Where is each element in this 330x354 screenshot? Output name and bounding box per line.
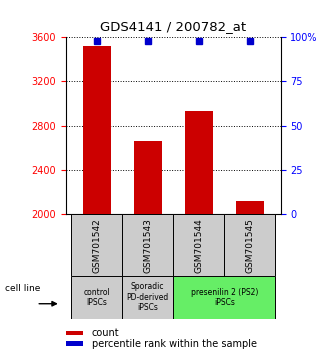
Text: GSM701542: GSM701542 bbox=[92, 218, 101, 273]
Text: GSM701543: GSM701543 bbox=[143, 218, 152, 273]
Bar bbox=[66, 341, 83, 346]
Bar bbox=[134, 141, 162, 214]
Title: GDS4141 / 200782_at: GDS4141 / 200782_at bbox=[100, 20, 246, 33]
Text: cell line: cell line bbox=[5, 284, 41, 292]
Text: GSM701545: GSM701545 bbox=[246, 218, 254, 273]
Text: count: count bbox=[92, 328, 119, 338]
Text: presenilin 2 (PS2)
iPSCs: presenilin 2 (PS2) iPSCs bbox=[191, 288, 258, 307]
Text: GSM701544: GSM701544 bbox=[194, 218, 203, 273]
Bar bbox=[173, 276, 276, 319]
Bar bbox=[71, 276, 122, 319]
Bar bbox=[185, 111, 213, 214]
Bar bbox=[71, 214, 122, 276]
Bar bbox=[122, 214, 173, 276]
Bar bbox=[82, 46, 111, 214]
Bar bbox=[66, 331, 83, 335]
Bar bbox=[173, 214, 224, 276]
Bar bbox=[122, 276, 173, 319]
Text: percentile rank within the sample: percentile rank within the sample bbox=[92, 338, 257, 349]
Bar bbox=[224, 214, 276, 276]
Text: Sporadic
PD-derived
iPSCs: Sporadic PD-derived iPSCs bbox=[127, 282, 169, 312]
Bar bbox=[236, 201, 264, 214]
Text: control
IPSCs: control IPSCs bbox=[83, 288, 110, 307]
